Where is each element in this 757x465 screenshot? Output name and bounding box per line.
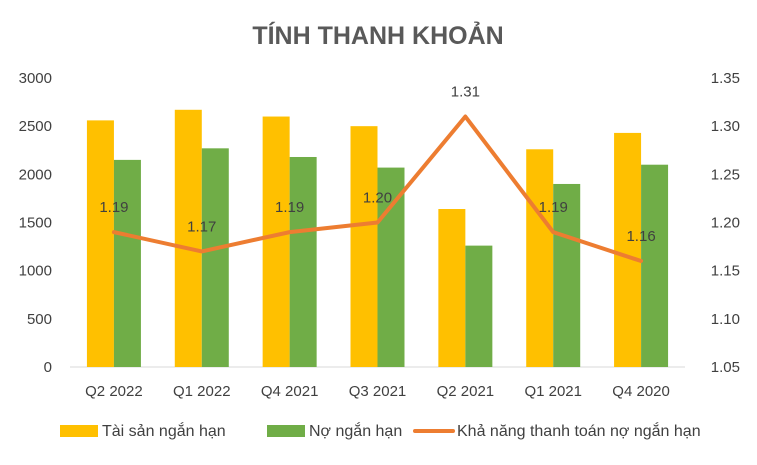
bar-no-ngan-han xyxy=(113,159,141,367)
y-left-tick-label: 500 xyxy=(27,311,52,328)
x-tick-label: Q2 2022 xyxy=(85,383,143,400)
legend-label: Khả năng thanh toán nợ ngắn hạn xyxy=(457,421,701,440)
y-right-tick-label: 1.20 xyxy=(711,215,740,232)
bar-tai-san-ngan-han xyxy=(438,209,466,367)
legend-swatch xyxy=(60,425,98,437)
bar-no-ngan-han xyxy=(465,245,493,367)
y-left-tick-label: 3000 xyxy=(19,70,52,87)
y-left-tick-label: 1500 xyxy=(19,215,52,232)
y-left-tick-label: 0 xyxy=(44,359,52,376)
line-data-label: 1.31 xyxy=(451,84,480,101)
y-left-tick-label: 1000 xyxy=(19,263,52,280)
legend-label: Nợ ngắn hạn xyxy=(309,421,402,440)
y-right-tick-label: 1.10 xyxy=(711,311,740,328)
bar-tai-san-ngan-han xyxy=(262,116,290,368)
line-data-label: 1.19 xyxy=(275,199,304,216)
plot-area: 0 500 1000 1500 2000 2500 3000 1.05 1.10 1.15 1.20… xyxy=(19,70,740,400)
bar-no-ngan-han xyxy=(289,156,317,367)
bar-no-ngan-han xyxy=(201,148,229,367)
bar-tai-san-ngan-han xyxy=(86,120,114,368)
bar-no-ngan-han xyxy=(553,183,581,367)
line-kha-nang-thanh-toan xyxy=(111,114,644,264)
legend: Tài sản ngắn hạn Nợ ngắn hạn Khả năng than… xyxy=(60,421,701,440)
bar-tai-san-ngan-han xyxy=(614,132,642,367)
y-right-tick-label: 1.05 xyxy=(711,359,740,376)
line-data-label: 1.20 xyxy=(363,190,392,207)
y-right-tick-label: 1.25 xyxy=(711,166,740,183)
y-right-tick-label: 1.15 xyxy=(711,263,740,280)
line-data-label: 1.17 xyxy=(187,218,216,235)
y-right-tick-label: 1.30 xyxy=(711,118,740,135)
x-tick-label: Q1 2021 xyxy=(524,383,582,400)
line-data-label: 1.19 xyxy=(99,199,128,216)
legend-swatch xyxy=(267,425,305,437)
line-data-label: 1.16 xyxy=(626,228,655,245)
y-left-tick-label: 2500 xyxy=(19,118,52,135)
y-right-tick-label: 1.35 xyxy=(711,70,740,87)
x-tick-label: Q4 2020 xyxy=(612,383,670,400)
bar-no-ngan-han xyxy=(377,167,405,367)
x-tick-label: Q1 2022 xyxy=(173,383,231,400)
legend-label: Tài sản ngắn hạn xyxy=(102,421,226,440)
chart-title: TÍNH THANH KHOẢN xyxy=(252,20,503,50)
line-data-label: 1.19 xyxy=(539,199,568,216)
y-left-tick-label: 2000 xyxy=(19,166,52,183)
bar-tai-san-ngan-han xyxy=(350,126,378,368)
bar-tai-san-ngan-han xyxy=(526,149,554,367)
x-tick-label: Q3 2021 xyxy=(349,383,407,400)
bar-tai-san-ngan-han xyxy=(174,109,202,367)
bar-no-ngan-han xyxy=(641,164,669,367)
x-tick-label: Q4 2021 xyxy=(261,383,319,400)
x-tick-label: Q2 2021 xyxy=(437,383,495,400)
